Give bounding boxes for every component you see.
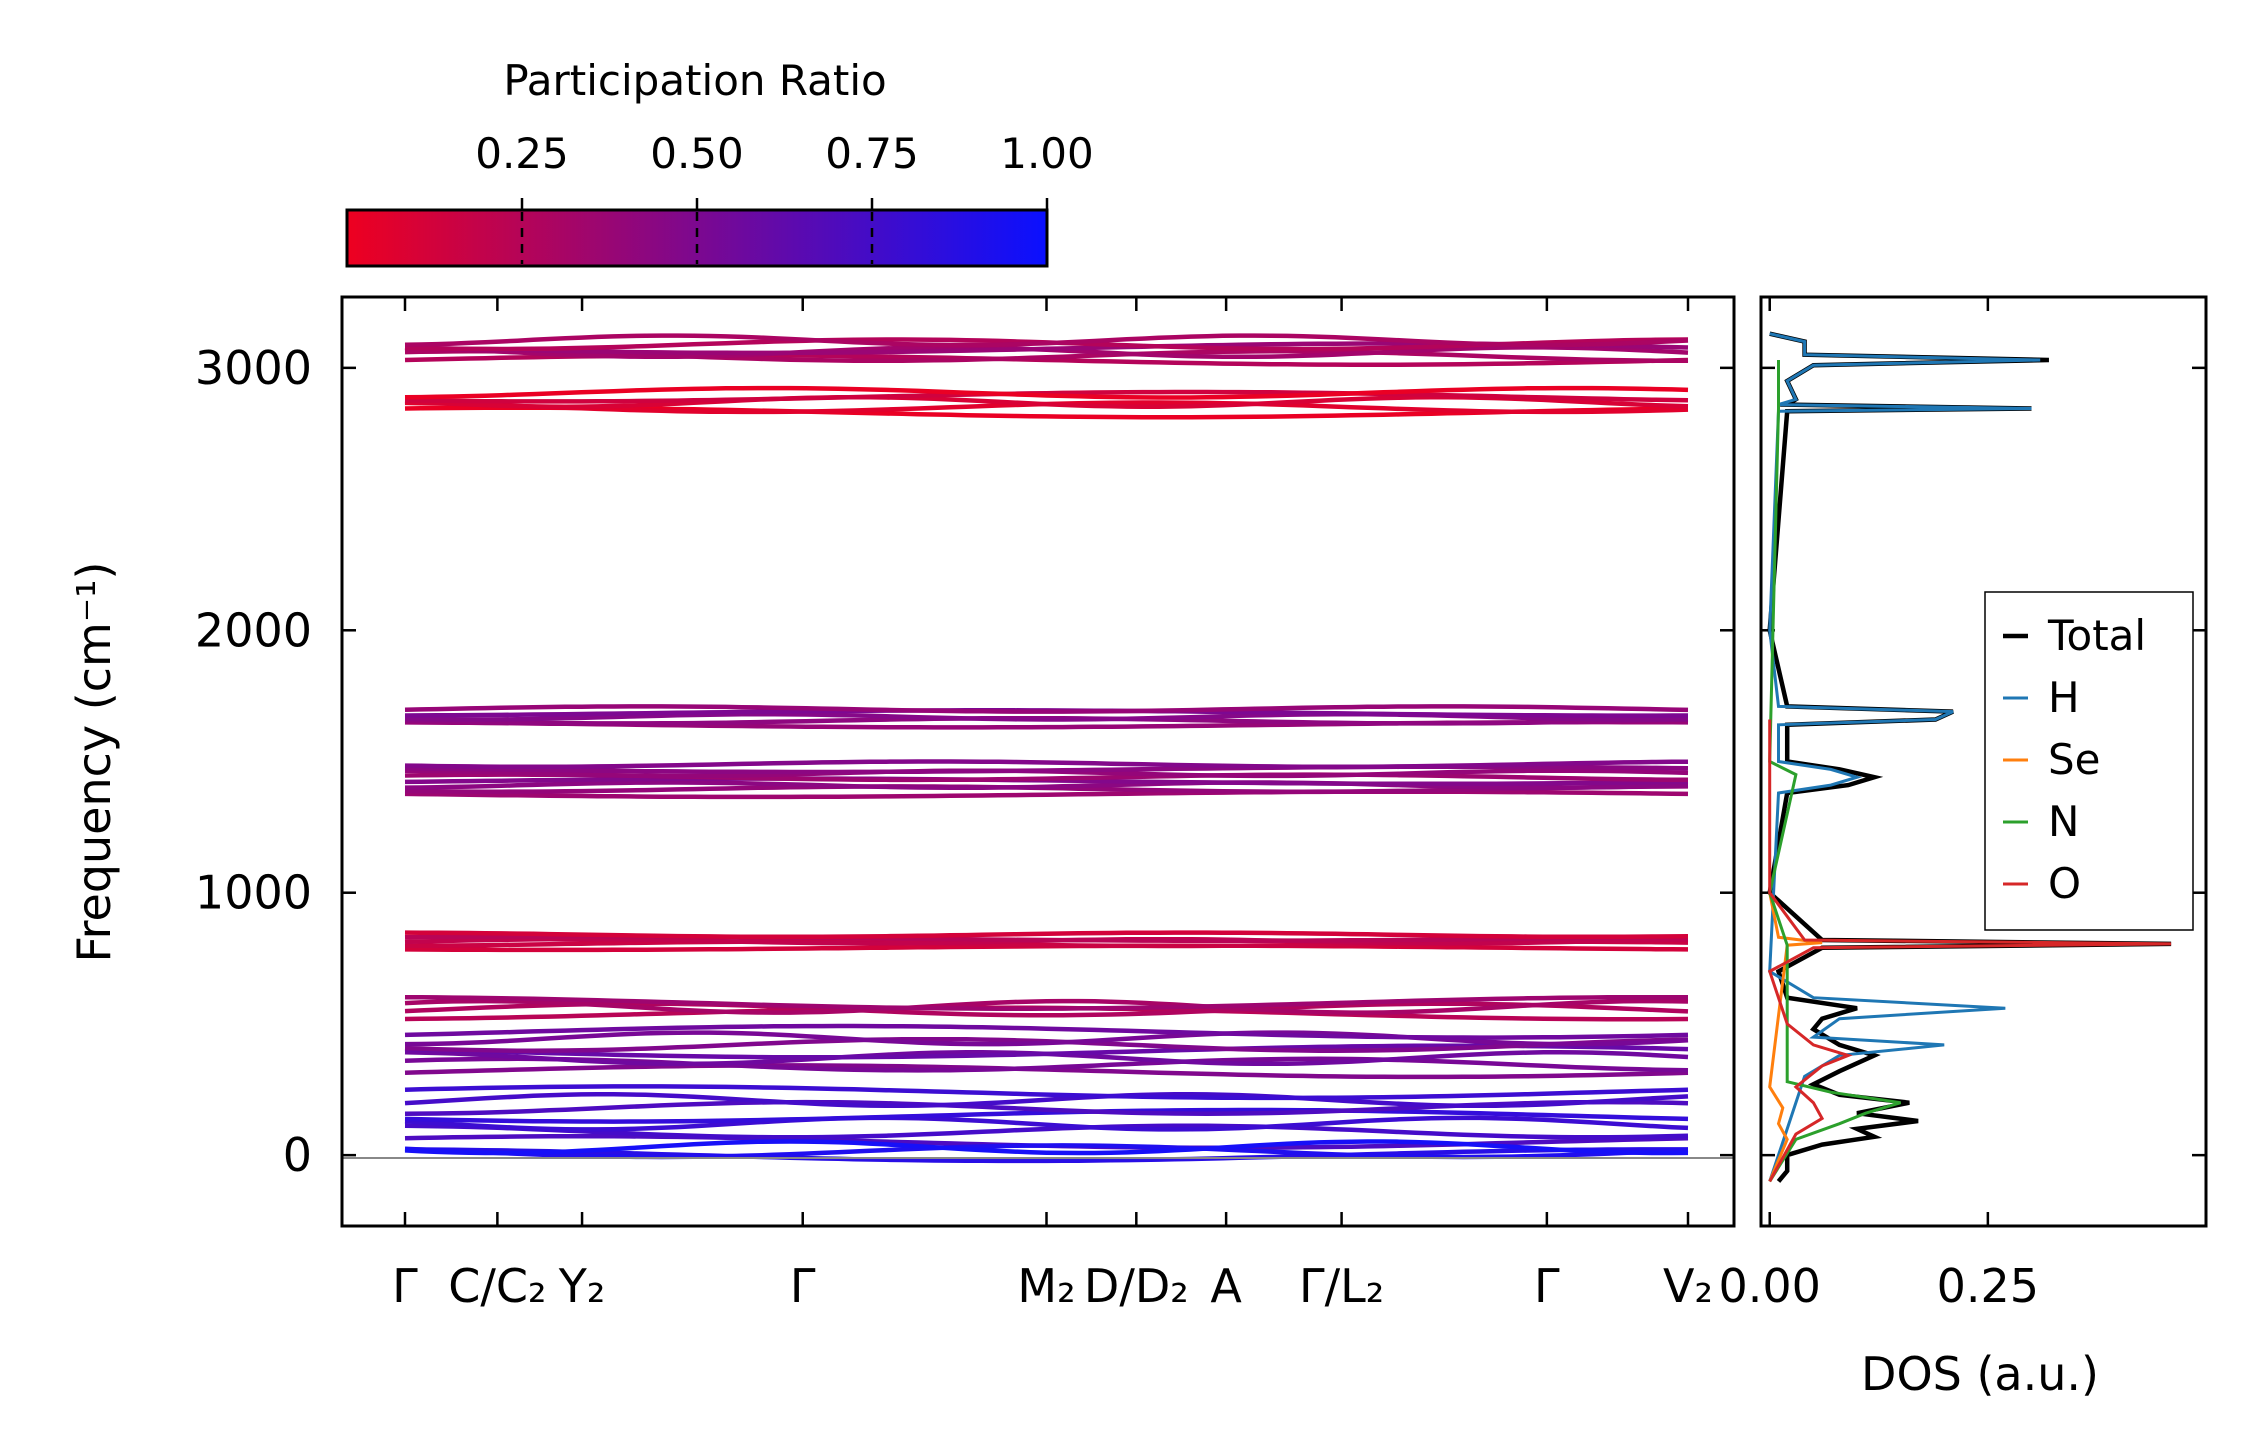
- band-line: [404, 389, 1689, 404]
- band-line: [404, 1001, 1689, 1018]
- band-line: [404, 930, 1689, 940]
- y-tick-label: 0: [283, 1128, 312, 1182]
- band-structure-panel: Γ C/C₂ Y₂ Γ M₂ D/D₂ A Γ/L₂ Γ V₂ 0 1000 2000 3000 Fre…: [67, 295, 2206, 1313]
- dos-x-tick-label: 0.25: [1937, 1259, 2039, 1313]
- colorbar-tick-label: 0.50: [650, 129, 744, 178]
- legend-label: N: [2048, 797, 2079, 846]
- x-tick-label: C/C₂: [448, 1259, 546, 1313]
- band-line: [404, 759, 1689, 769]
- x-tick-label: A: [1210, 1259, 1242, 1313]
- x-tick-label: Y₂: [558, 1259, 606, 1313]
- band-line: [404, 1123, 1689, 1140]
- band-line: [404, 1143, 1689, 1160]
- dos-x-axis-label: DOS (a.u.): [1861, 1347, 2099, 1401]
- x-tick-label: Γ: [790, 1259, 816, 1313]
- colorbar-label: Participation Ratio: [503, 56, 886, 105]
- dos-x-tick-label: 0.00: [1719, 1259, 1821, 1313]
- band-axes-frame: [340, 295, 1736, 1228]
- band-line: [404, 1092, 1689, 1109]
- dos-series-h: [1768, 332, 2041, 1182]
- colorbar-tick-label: 0.25: [475, 129, 569, 178]
- x-tick-label: D/D₂: [1084, 1259, 1189, 1313]
- legend-label: H: [2048, 673, 2080, 722]
- band-line: [404, 385, 1689, 400]
- band-line: [404, 998, 1689, 1015]
- dos-series-se: [1768, 892, 1823, 1182]
- band-line: [404, 1084, 1689, 1101]
- legend-label: Se: [2048, 735, 2101, 784]
- y-tick-label: 1000: [195, 866, 312, 920]
- band-line: [404, 1107, 1689, 1124]
- x-tick-label: Γ/L₂: [1299, 1259, 1384, 1313]
- band-line: [404, 1023, 1689, 1040]
- dos-series-n: [1768, 360, 1902, 1183]
- colorbar-tick-label: 1.00: [1000, 129, 1094, 178]
- band-line: [404, 1115, 1689, 1132]
- x-tick-label: M₂: [1017, 1259, 1075, 1313]
- y-tick-label: 2000: [195, 603, 312, 657]
- x-tick-label: Γ: [1534, 1259, 1560, 1313]
- band-line: [404, 704, 1689, 714]
- band-line: [404, 780, 1689, 790]
- x-tick-label: Γ: [392, 1259, 418, 1313]
- band-line: [404, 994, 1688, 1011]
- band-line: [404, 1139, 1689, 1156]
- x-tick-label: V₂: [1663, 1259, 1713, 1313]
- legend-label: O: [2048, 859, 2081, 908]
- band-line: [404, 1030, 1689, 1047]
- y-tick-label: 3000: [195, 341, 312, 395]
- dos-panel: 0.00 0.25 DOS (a.u.) Total H Se NO: [1719, 295, 2208, 1401]
- band-line: [404, 1147, 1688, 1164]
- band-line: [404, 333, 1689, 348]
- dos-legend: Total H Se NO: [1984, 591, 2194, 931]
- colorbar: Participation Ratio 0.25 0.50 0.75 1.00: [345, 56, 1094, 268]
- band-line: [404, 789, 1689, 800]
- dos-series-o: [1767, 719, 2172, 1183]
- y-axis-label: Frequency (cm⁻¹): [67, 562, 121, 963]
- dos-axes-frame: [1759, 295, 2208, 1228]
- legend-label: Total: [2047, 611, 2146, 660]
- colorbar-tick-label: 0.75: [825, 129, 919, 178]
